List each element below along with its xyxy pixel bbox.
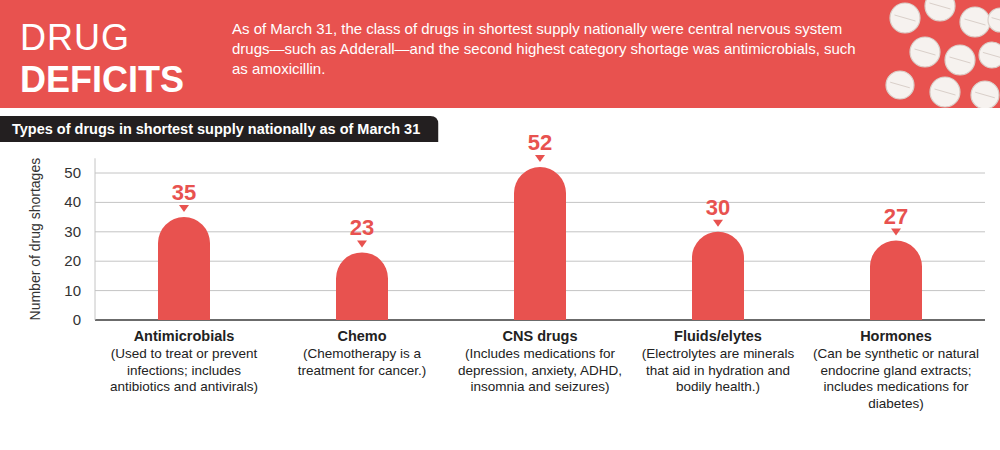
category-description: (Can be synthetic or natural endocrine gl…	[813, 346, 979, 411]
pill	[930, 77, 960, 107]
pill	[910, 37, 940, 67]
bar	[870, 241, 922, 320]
y-tick-label: 0	[73, 311, 81, 328]
data-label: 30	[706, 195, 730, 220]
data-label: 35	[172, 180, 196, 205]
data-label: 23	[350, 215, 374, 240]
pill-score	[983, 52, 1000, 57]
pill	[886, 71, 914, 99]
subtitle: As of March 31, the class of drugs in sh…	[232, 20, 856, 77]
pill-score	[965, 19, 986, 25]
description-line: bodily health.)	[676, 379, 760, 394]
description-line: antibiotics and antivirals)	[110, 379, 258, 394]
data-labels: 35 23 52 30 27	[172, 130, 908, 247]
pill-score	[895, 15, 916, 21]
y-tick-label: 10	[64, 282, 81, 299]
y-ticks: 0 10 20 30 40 50	[64, 164, 81, 328]
pill	[890, 3, 920, 33]
description-line: endocrine gland extracts;	[821, 363, 972, 378]
description-line: insomnia and seizures)	[471, 379, 610, 394]
heading: Types of drugs in shortest supply nation…	[12, 121, 420, 137]
description-line: (Can be synthetic or natural	[813, 346, 979, 361]
pill	[925, 0, 955, 21]
pill	[945, 45, 975, 75]
label-pointer	[179, 205, 189, 212]
pill-score	[935, 89, 956, 95]
description-line: (Chemotherapy is a	[303, 346, 421, 361]
pill-score	[890, 82, 910, 88]
bar	[158, 217, 210, 320]
y-tick-label: 20	[64, 252, 81, 269]
y-tick-label: 30	[64, 223, 81, 240]
pill	[960, 7, 990, 37]
pill-score	[975, 92, 995, 98]
bar	[514, 167, 566, 320]
x-tick-label: Fluids/elytes	[674, 328, 762, 344]
header: DRUGDEFICITS As of March 31, the class of…	[0, 0, 1000, 109]
description-line: diabetes)	[868, 396, 924, 411]
y-tick-label: 50	[64, 164, 81, 181]
chart-root: DRUGDEFICITS As of March 31, the class of…	[0, 0, 1000, 450]
bars	[158, 167, 922, 320]
pill	[979, 42, 1000, 68]
data-label: 52	[528, 130, 552, 155]
x-tick-label: Chemo	[337, 328, 386, 344]
description-line: includes medications for	[824, 379, 969, 394]
heading-group: Types of drugs in shortest supply nation…	[0, 116, 438, 142]
label-pointer	[357, 240, 367, 247]
header-band	[0, 0, 1000, 108]
description-line: that aid in hydration and	[646, 363, 790, 378]
category-description: (Chemotherapy is a treatment for cancer.)	[298, 346, 426, 378]
subtitle-line: drugs—such as Adderall—and the second hi…	[232, 40, 856, 57]
description-line: treatment for cancer.)	[298, 363, 426, 378]
pill-score	[992, 18, 1000, 23]
y-axis-line	[95, 158, 96, 320]
y-axis-title: Number of drug shortages	[27, 158, 43, 321]
label-pointer	[535, 155, 545, 162]
pills	[886, 0, 1000, 108]
category-description: (Used to treat or prevent infections; inc…	[110, 346, 258, 394]
category-description: (Includes medications for depression, anx…	[458, 346, 622, 394]
bar	[336, 252, 388, 320]
title: DEFICITS	[20, 59, 184, 100]
subtitle-line: as amoxicillin.	[232, 60, 325, 77]
pill-score	[950, 57, 971, 63]
description-line: depression, anxiety, ADHD,	[458, 363, 622, 378]
label-pointer	[713, 220, 723, 227]
x-tick-label: Hormones	[860, 328, 932, 344]
subtitle-line: As of March 31, the class of drugs in sh…	[232, 20, 842, 37]
title: DRUG	[20, 17, 130, 58]
label-pointer	[891, 229, 901, 236]
description-line: infections; includes	[127, 363, 241, 378]
category-description: (Electrolytes are minerals that aid in hy…	[642, 346, 795, 394]
description-line: (Electrolytes are minerals	[642, 346, 795, 361]
heading-band	[0, 116, 438, 142]
description-line: (Includes medications for	[465, 346, 616, 361]
pill-score	[930, 3, 951, 9]
x-tick-label: Antimicrobials	[134, 328, 235, 344]
pill-score	[915, 49, 936, 55]
bar	[692, 232, 744, 320]
y-tick-label: 40	[64, 193, 81, 210]
pill	[971, 81, 999, 108]
pill	[988, 8, 1000, 32]
description-line: (Used to treat or prevent	[111, 346, 258, 361]
data-label: 27	[884, 204, 908, 229]
x-tick-label: CNS drugs	[503, 328, 578, 344]
